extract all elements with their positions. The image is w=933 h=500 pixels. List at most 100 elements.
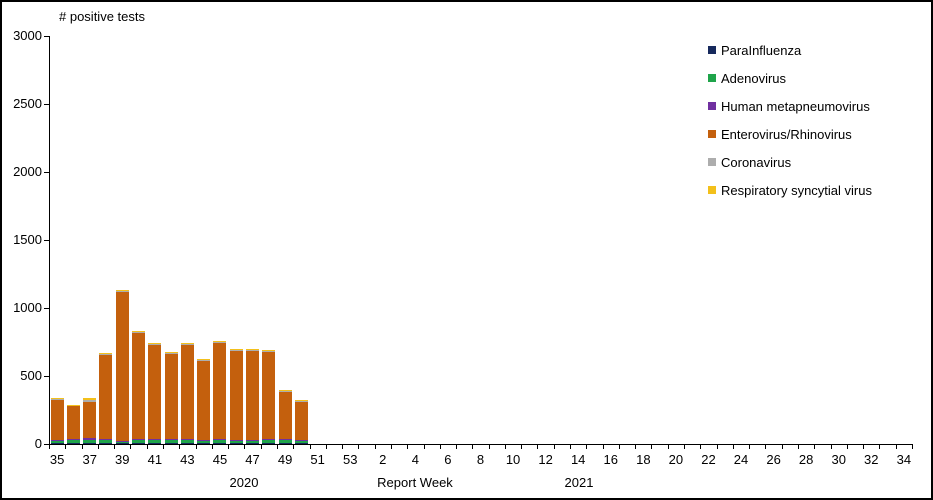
bar-segment-week47 xyxy=(246,350,260,440)
x-axis-tick-label: 22 xyxy=(701,452,716,467)
bar-segment-week40 xyxy=(132,332,146,440)
bar-segment-week47 xyxy=(246,348,260,350)
bar-segment-week37 xyxy=(83,398,97,400)
x-axis-tick xyxy=(618,445,620,449)
legend-item: Human metapneumovirus xyxy=(708,99,870,114)
bar-segment-week42 xyxy=(164,352,178,353)
bar-segment-week35 xyxy=(50,439,64,443)
y-axis-tick xyxy=(44,444,49,445)
x-axis-tick xyxy=(553,445,555,449)
x-axis-tick xyxy=(488,445,490,449)
x-axis-tick xyxy=(97,445,99,449)
x-axis-tick xyxy=(684,445,686,449)
x-axis-tick xyxy=(244,445,246,449)
legend-item: Coronavirus xyxy=(708,155,791,170)
bar-segment-week41 xyxy=(148,439,162,441)
bar-segment-week40 xyxy=(132,331,146,333)
legend-swatch-icon xyxy=(708,73,716,82)
x-axis-tick xyxy=(374,445,376,449)
y-axis-line xyxy=(49,36,50,445)
bar-segment-week40 xyxy=(132,439,146,440)
x-axis-tick-label: 4 xyxy=(411,452,419,467)
x-axis-tick xyxy=(749,445,751,449)
x-axis-tick-label: 51 xyxy=(310,452,325,467)
y-axis-tick-label: 500 xyxy=(20,368,42,383)
y-axis-tick-label: 2000 xyxy=(13,164,42,179)
bar-segment-week38 xyxy=(99,354,113,439)
legend-swatch-icon xyxy=(708,157,716,166)
x-axis-tick xyxy=(537,445,539,449)
x-axis-tick-label: 2 xyxy=(379,452,387,467)
bar-segment-week47 xyxy=(246,349,260,351)
x-axis-tick-label: 14 xyxy=(570,452,586,467)
x-axis-tick-label: 53 xyxy=(343,452,358,467)
bar-segment-week43 xyxy=(180,439,194,440)
bar-segment-week42 xyxy=(164,443,178,444)
x-axis-tick-label: 34 xyxy=(896,452,912,467)
x-axis-tick xyxy=(407,445,409,449)
bar-segment-week41 xyxy=(148,343,162,345)
x-axis-tick xyxy=(635,445,637,449)
x-axis-tick xyxy=(846,445,848,449)
bar-segment-week39 xyxy=(115,291,129,293)
x-axis-tick-label: 18 xyxy=(636,452,651,467)
x-axis-tick xyxy=(895,445,897,449)
bar-segment-week38 xyxy=(99,443,113,444)
legend-item: Adenovirus xyxy=(708,71,786,86)
bar-segment-week39 xyxy=(115,441,129,444)
bar-segment-week36 xyxy=(66,439,80,440)
x-axis-tick xyxy=(912,445,913,449)
legend-swatch-icon xyxy=(708,129,716,138)
bar-segment-week40 xyxy=(132,443,146,444)
bar-segment-week44 xyxy=(197,443,211,444)
bar-segment-week44 xyxy=(197,440,211,444)
bar-segment-week36 xyxy=(66,405,80,440)
legend-label: ParaInfluenza xyxy=(721,43,802,58)
bar-segment-week38 xyxy=(99,439,113,444)
bar-segment-week39 xyxy=(115,443,129,444)
x-axis-tick xyxy=(830,445,832,449)
y-axis-tick-label: 3000 xyxy=(13,28,42,43)
legend-swatch-icon xyxy=(708,101,716,110)
bar-segment-week42 xyxy=(164,353,178,354)
x-axis-tick xyxy=(260,445,262,449)
bar-segment-week41 xyxy=(148,440,162,443)
bar-segment-week42 xyxy=(164,353,178,440)
x-axis-tick-label: 16 xyxy=(603,452,618,467)
bar-segment-week46 xyxy=(229,350,243,440)
bar-segment-week46 xyxy=(229,349,243,351)
x-axis-tick xyxy=(781,445,783,449)
x-axis-tick xyxy=(732,445,734,449)
legend-item: Enterovirus/Rhinovirus xyxy=(708,127,852,142)
x-axis-tick-label: 26 xyxy=(766,452,781,467)
y-axis-tick-label: 0 xyxy=(34,436,42,451)
legend-label: Human metapneumovirus xyxy=(721,98,870,114)
legend-item: Respiratory syncytial virus xyxy=(708,183,872,198)
x-axis-tick xyxy=(358,445,360,449)
bar-segment-week49 xyxy=(278,391,292,392)
bar-segment-week36 xyxy=(66,405,80,406)
bar-segment-week50 xyxy=(294,440,308,444)
bar-segment-week42 xyxy=(164,439,178,444)
bar-segment-week48 xyxy=(262,351,276,352)
x-axis-tick-label: 10 xyxy=(505,452,521,467)
x-axis-tick xyxy=(195,445,197,449)
x-axis-tick-label: 41 xyxy=(147,452,163,467)
x-axis-tick xyxy=(146,445,148,449)
x-axis-tick xyxy=(765,445,767,449)
bar-segment-week49 xyxy=(278,390,292,392)
x-axis-tick-label: 47 xyxy=(245,452,260,467)
x-axis-tick xyxy=(456,445,458,449)
y-axis-tick xyxy=(44,308,49,309)
legend-swatch-icon xyxy=(708,46,716,54)
bar-segment-week37 xyxy=(83,442,97,444)
bar-segment-week36 xyxy=(66,439,80,443)
x-axis-tick xyxy=(49,445,50,449)
bar-segment-week46 xyxy=(229,348,243,350)
bar-segment-week44 xyxy=(197,359,211,361)
x-axis-tick xyxy=(162,445,164,449)
bar-segment-week43 xyxy=(180,439,194,444)
bar-segment-week39 xyxy=(115,290,129,292)
x-axis-tick-label: 43 xyxy=(180,452,195,467)
bar-segment-week49 xyxy=(278,391,292,440)
